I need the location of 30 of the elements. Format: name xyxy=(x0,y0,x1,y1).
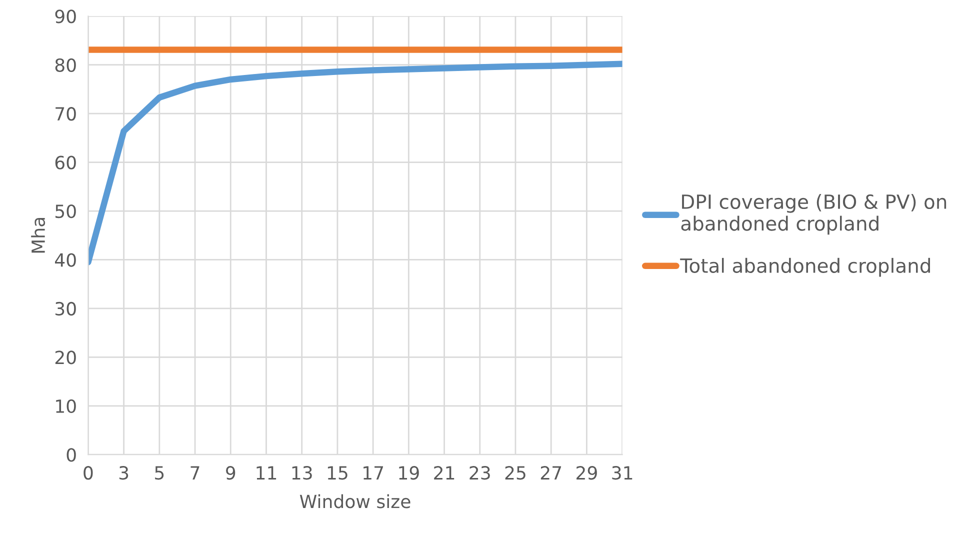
x-tick-label: 19 xyxy=(399,466,419,480)
x-tick-label: 5 xyxy=(155,466,164,480)
legend-label: Total abandoned cropland xyxy=(680,258,930,277)
x-tick-label: 7 xyxy=(190,466,200,480)
y-tick-label: 40 xyxy=(54,253,76,267)
y-tick-label: 0 xyxy=(66,448,76,462)
x-tick-label: 29 xyxy=(576,466,597,480)
y-tick-label: 90 xyxy=(55,10,76,24)
y-tick-label: 80 xyxy=(55,58,76,72)
x-axis-title: Window size xyxy=(300,494,410,508)
y-tick-label: 10 xyxy=(56,399,76,414)
x-tick-label: 17 xyxy=(364,466,383,480)
x-tick-label: 11 xyxy=(256,466,276,480)
y-tick-label: 20 xyxy=(55,350,76,364)
y-tick-label: 60 xyxy=(55,156,76,170)
x-tick-label: 31 xyxy=(612,466,632,480)
x-tick-label: 13 xyxy=(292,466,312,480)
y-axis-title: Mha xyxy=(31,218,46,253)
x-tick-label: 15 xyxy=(328,466,348,480)
x-tick-label: 9 xyxy=(226,466,236,480)
x-tick-label: 27 xyxy=(540,466,562,480)
y-tick-label: 70 xyxy=(56,107,76,121)
x-tick-label: 25 xyxy=(505,466,526,480)
legend-label: DPI coverage (BIO & PV) on abandoned cropland xyxy=(681,194,946,235)
y-tick-label: 30 xyxy=(55,302,76,316)
x-tick-label: 0 xyxy=(84,466,93,480)
y-tick-label: 50 xyxy=(56,204,76,218)
x-tick-label: 21 xyxy=(434,466,454,480)
x-tick-label: 3 xyxy=(119,466,128,480)
x-tick-label: 23 xyxy=(470,466,490,480)
